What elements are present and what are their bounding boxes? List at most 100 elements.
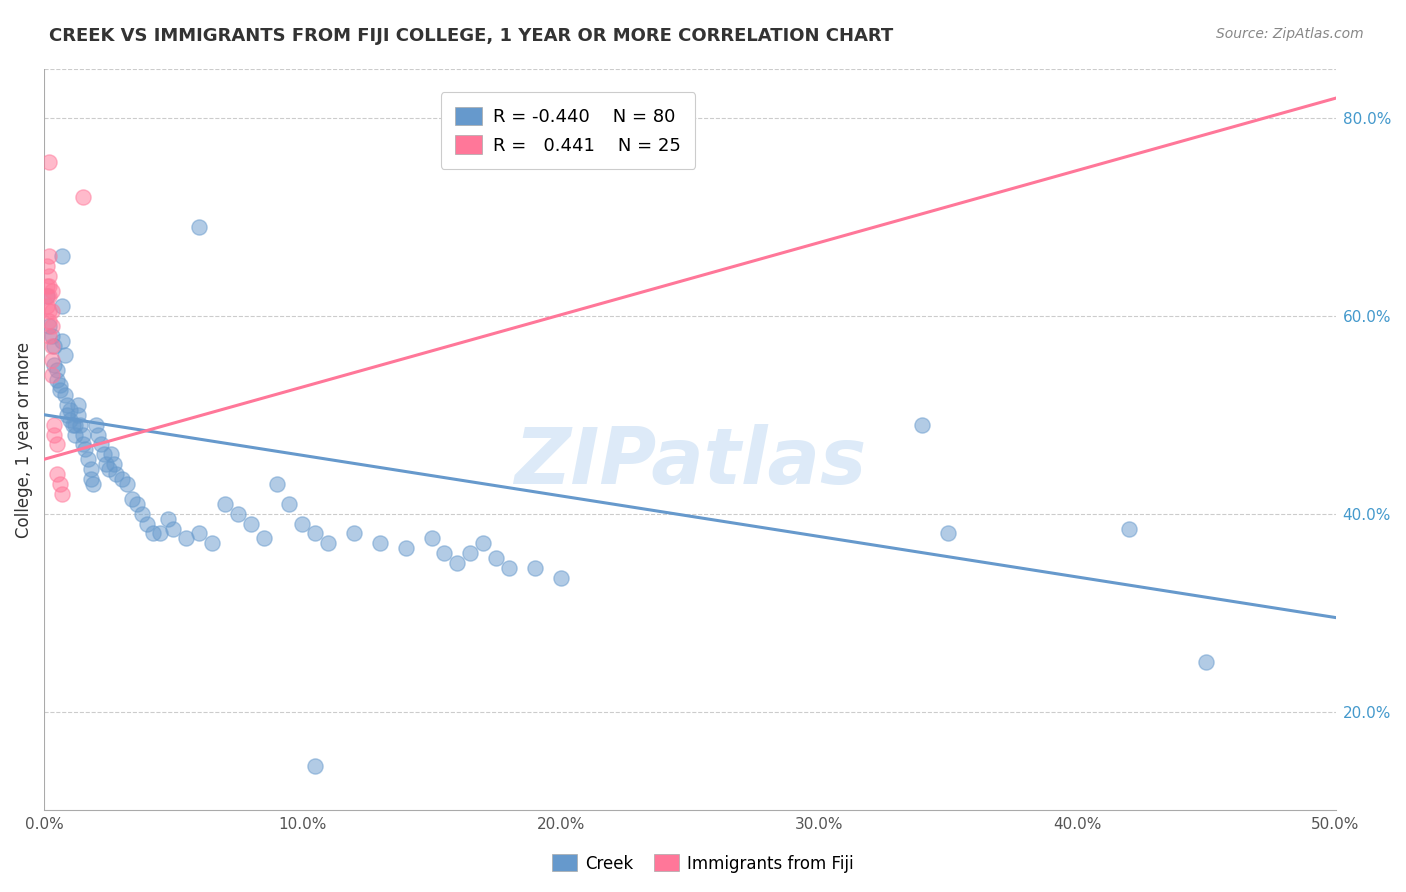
Point <box>41 368 63 383</box>
Point <box>87 427 110 442</box>
Point <box>253 532 276 546</box>
Point <box>420 532 443 546</box>
Point <box>38 279 60 293</box>
Point <box>35 260 58 274</box>
Point <box>105 467 128 482</box>
Point <box>304 526 326 541</box>
Point <box>46 437 69 451</box>
Point <box>59 402 82 417</box>
Point <box>90 437 112 451</box>
Point <box>131 507 153 521</box>
Point <box>103 457 125 471</box>
Point <box>62 417 84 432</box>
Point <box>41 338 63 352</box>
Point <box>93 447 115 461</box>
Point <box>48 383 70 397</box>
Point <box>174 532 197 546</box>
Point <box>56 398 79 412</box>
Point <box>226 507 249 521</box>
Point <box>316 536 339 550</box>
Point <box>72 427 94 442</box>
Point <box>550 571 572 585</box>
Y-axis label: College, 1 year or more: College, 1 year or more <box>15 342 32 538</box>
Point <box>291 516 314 531</box>
Point <box>214 497 236 511</box>
Point <box>46 373 69 387</box>
Point <box>51 299 73 313</box>
Point <box>142 526 165 541</box>
Point <box>79 472 101 486</box>
Point <box>446 556 468 570</box>
Point <box>82 477 104 491</box>
Point <box>35 289 58 303</box>
Point <box>44 338 66 352</box>
Point <box>35 289 58 303</box>
Point <box>343 526 366 541</box>
Point <box>46 467 69 482</box>
Point <box>38 318 60 333</box>
Point <box>66 398 89 412</box>
Point <box>56 408 79 422</box>
Point <box>41 304 63 318</box>
Point <box>72 190 94 204</box>
Point <box>239 516 262 531</box>
Point <box>458 546 481 560</box>
Point <box>51 250 73 264</box>
Point <box>38 289 60 303</box>
Point <box>44 359 66 373</box>
Point <box>188 219 211 234</box>
Point <box>77 452 100 467</box>
Point <box>59 413 82 427</box>
Point <box>38 250 60 264</box>
Point <box>63 427 86 442</box>
Point <box>84 417 107 432</box>
Point <box>110 472 132 486</box>
Point <box>48 378 70 392</box>
Legend: Creek, Immigrants from Fiji: Creek, Immigrants from Fiji <box>546 847 860 880</box>
Point <box>38 314 60 328</box>
Point <box>41 328 63 343</box>
Point <box>121 491 143 506</box>
Point <box>94 457 117 471</box>
Point <box>266 477 288 491</box>
Text: Source: ZipAtlas.com: Source: ZipAtlas.com <box>1216 27 1364 41</box>
Point <box>472 536 495 550</box>
Point <box>72 437 94 451</box>
Point <box>35 279 58 293</box>
Point <box>149 526 172 541</box>
Point <box>433 546 456 560</box>
Point <box>63 417 86 432</box>
Point <box>911 417 934 432</box>
Point <box>41 318 63 333</box>
Point <box>157 511 180 525</box>
Point <box>53 348 76 362</box>
Point <box>395 541 418 556</box>
Point <box>100 447 122 461</box>
Point <box>304 759 326 773</box>
Point <box>523 561 546 575</box>
Point <box>41 353 63 368</box>
Text: CREEK VS IMMIGRANTS FROM FIJI COLLEGE, 1 YEAR OR MORE CORRELATION CHART: CREEK VS IMMIGRANTS FROM FIJI COLLEGE, 1… <box>49 27 893 45</box>
Point <box>51 334 73 348</box>
Point <box>46 363 69 377</box>
Point <box>188 526 211 541</box>
Point <box>38 269 60 284</box>
Point <box>79 462 101 476</box>
Point <box>936 526 959 541</box>
Point <box>48 477 70 491</box>
Text: ZIPatlas: ZIPatlas <box>513 424 866 500</box>
Point <box>41 284 63 298</box>
Point <box>51 487 73 501</box>
Point <box>162 522 184 536</box>
Point <box>75 442 97 457</box>
Legend: R = -0.440    N = 80, R =   0.441    N = 25: R = -0.440 N = 80, R = 0.441 N = 25 <box>440 93 695 169</box>
Point <box>69 417 91 432</box>
Point <box>38 155 60 169</box>
Point <box>1118 522 1140 536</box>
Point <box>97 462 120 476</box>
Point <box>485 551 508 566</box>
Point <box>53 388 76 402</box>
Point <box>127 497 149 511</box>
Point <box>136 516 159 531</box>
Point <box>66 408 89 422</box>
